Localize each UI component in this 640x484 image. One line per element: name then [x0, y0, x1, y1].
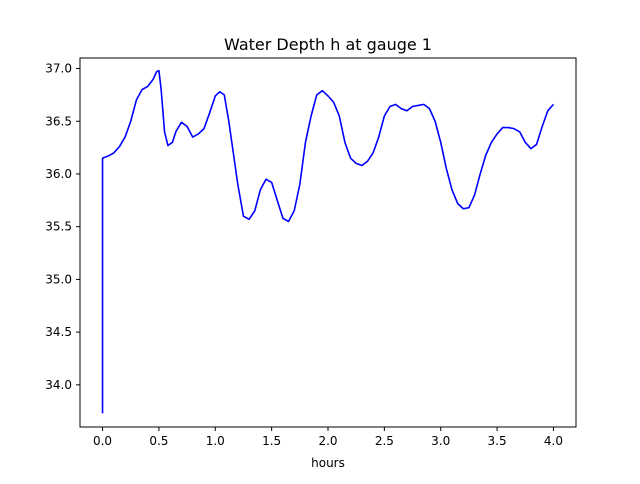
x-tick-label: 2.0 [318, 434, 337, 448]
x-axis-label: hours [311, 456, 345, 470]
y-tick-label: 36.0 [45, 167, 72, 181]
x-tick-label: 3.0 [431, 434, 450, 448]
y-tick-label: 34.5 [45, 325, 72, 339]
x-tick-label: 0.0 [93, 434, 112, 448]
y-tick-label: 35.5 [45, 220, 72, 234]
y-tick-label: 36.5 [45, 114, 72, 128]
x-tick-label: 3.5 [488, 434, 507, 448]
axes-frame [79, 57, 577, 428]
x-axis: 0.0 0.5 1.0 1.5 2.0 2.5 3.0 3.5 4.0 [93, 427, 563, 448]
x-tick-label: 1.5 [262, 434, 281, 448]
y-tick-label: 34.0 [45, 378, 72, 392]
x-tick-label: 4.0 [544, 434, 563, 448]
series-line-0 [101, 69, 555, 414]
y-axis: 34.0 34.5 35.0 35.5 36.0 36.5 37.0 [45, 62, 80, 392]
x-tick-label: 0.5 [149, 434, 168, 448]
x-tick-label: 2.5 [375, 434, 394, 448]
x-tick-label: 1.0 [206, 434, 225, 448]
y-tick-label: 35.0 [45, 272, 72, 286]
y-tick-label: 37.0 [45, 62, 72, 76]
plot-area [101, 69, 555, 414]
chart-title: Water Depth h at gauge 1 [224, 35, 432, 54]
